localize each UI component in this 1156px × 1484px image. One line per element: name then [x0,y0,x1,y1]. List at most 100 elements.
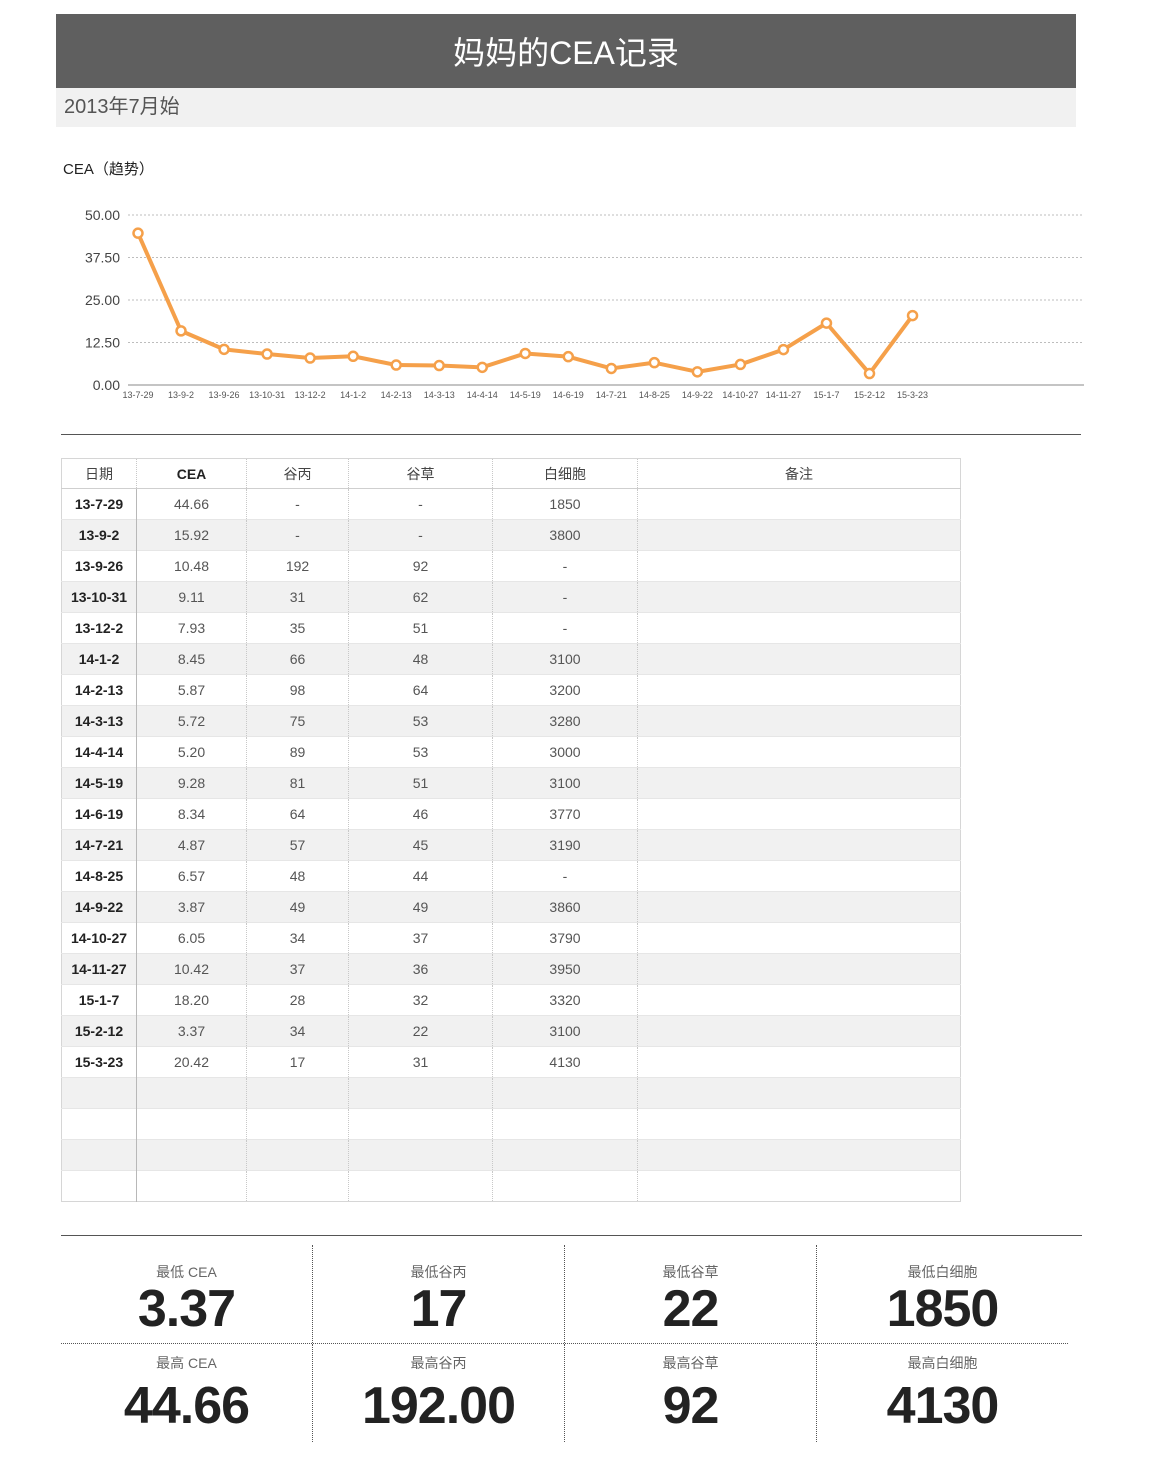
stat-card: 最低白细胞 1850 [816,1245,1068,1343]
table-row: 14-2-13 5.87 98 64 3200 [61,674,961,706]
table-cell: 48 [348,643,493,675]
date-cell: 14-2-13 [61,674,137,706]
table-cell: 3100 [492,1015,638,1047]
table-cell: 66 [246,643,349,675]
stat-value: 17 [410,1280,468,1338]
table-row: 13-9-2 15.92- -3800 [61,519,961,551]
table-cell: 5.72 [136,705,247,737]
page-subtitle: 2013年7月始 [56,88,1076,127]
table-cell: 48 [246,860,349,892]
x-tick-label: 14-3-13 [424,390,455,400]
x-tick-label: 14-8-25 [639,390,670,400]
table-cell: 22 [348,1015,493,1047]
table-cell: 64 [348,674,493,706]
table-cell: 20.42 [136,1046,247,1078]
data-point [175,325,187,337]
table-cell [637,1015,961,1047]
table-cell: 51 [348,767,493,799]
stat-label: 最低白细胞 [907,1264,978,1280]
table-cell: 3320 [492,984,638,1016]
table-header-cell: 日期 [61,458,137,489]
table-row: 13-9-26 10.48 192 92- [61,550,961,582]
data-point [777,343,790,356]
table-cell: 89 [246,736,349,768]
date-cell: 14-9-22 [61,891,137,923]
date-cell: 13-10-31 [61,581,137,613]
x-tick-label: 14-1-2 [340,390,366,400]
data-point [218,343,230,356]
table-cell: 34 [246,922,349,954]
data-point [519,347,532,360]
stat-card: 最低 CEA 3.37 [61,1245,312,1343]
stat-label: 最低 CEA [156,1264,217,1280]
table-cell: 18.20 [136,984,247,1016]
data-point [605,362,618,375]
table-cell: 3200 [492,674,638,706]
table-cell [637,550,961,582]
cea-table: 日期 CEA 谷丙 谷草 白细胞 备注 13-7-29 44.66- -1850 13-9-2 1… [61,458,961,1202]
table-cell: 35 [246,612,349,644]
data-point [261,348,273,360]
stat-card: 最高谷丙 192.00 [312,1344,564,1442]
table-header-cell: 谷丙 [246,458,349,489]
y-tick-label: 12.50 [85,335,120,351]
table-cell [637,1139,961,1171]
table-cell: - [492,581,638,613]
table-header-cell: CEA [136,458,247,489]
divider-top [61,434,1081,435]
table-cell: 6.05 [136,922,247,954]
table-cell [637,860,961,892]
date-cell: 14-3-13 [61,705,137,737]
x-tick-label: 13-10-31 [249,390,285,400]
date-cell: 14-10-27 [61,922,137,954]
x-tick-label: 13-9-26 [209,390,240,400]
stat-value: 22 [662,1280,720,1338]
table-cell [637,891,961,923]
data-point [906,309,919,322]
x-tick-label: 13-9-2 [168,390,194,400]
table-header-cell: 谷草 [348,458,493,489]
table-cell [348,1170,493,1202]
table-cell: 92 [348,550,493,582]
data-point [820,317,833,329]
table-row: 14-7-21 4.87 57 45 3190 [61,829,961,861]
date-cell [61,1108,137,1140]
stat-label: 最高谷丙 [410,1355,467,1371]
table-cell [637,1077,961,1109]
stat-card: 最低谷丙 17 [312,1245,564,1343]
table-cell [246,1077,349,1109]
date-cell [61,1139,137,1171]
cea-trend-chart: 0.00 12.50 25.00 37.50 50.00 13-7-29 13-9-2 13-… [85,207,1084,400]
table-cell: 15.92 [136,519,247,551]
table-cell: 75 [246,705,349,737]
table-cell: 46 [348,798,493,830]
stat-label: 最低谷丙 [410,1264,467,1280]
stat-card: 最高白细胞 4130 [816,1344,1068,1442]
table-cell: - [492,860,638,892]
x-tick-label: 15-2-12 [854,390,885,400]
table-cell [637,1108,961,1140]
date-cell [61,1170,137,1202]
table-cell: 44.66 [136,488,247,520]
table-header-cell: 白细胞 [492,458,638,489]
table-cell: 81 [246,767,349,799]
table-cell: - [246,488,349,520]
table-cell [637,674,961,706]
table-cell [637,519,961,551]
x-tick-label: 14-6-19 [553,390,584,400]
table-cell: 17 [246,1046,349,1078]
table-cell: 37 [246,953,349,985]
table-row [61,1170,961,1202]
table-cell: 10.48 [136,550,247,582]
date-cell: 14-6-19 [61,798,137,830]
y-tick-label: 50.00 [85,207,120,223]
table-row: 14-6-19 8.34 64 46 3770 [61,798,961,830]
y-tick-label: 25.00 [85,292,120,308]
stat-value: 92 [662,1377,720,1435]
table-cell [637,767,961,799]
table-cell: 6.57 [136,860,247,892]
table-cell [136,1108,247,1140]
table-cell: - [492,612,638,644]
x-tick-label: 14-4-14 [467,390,498,400]
table-cell [246,1139,349,1171]
